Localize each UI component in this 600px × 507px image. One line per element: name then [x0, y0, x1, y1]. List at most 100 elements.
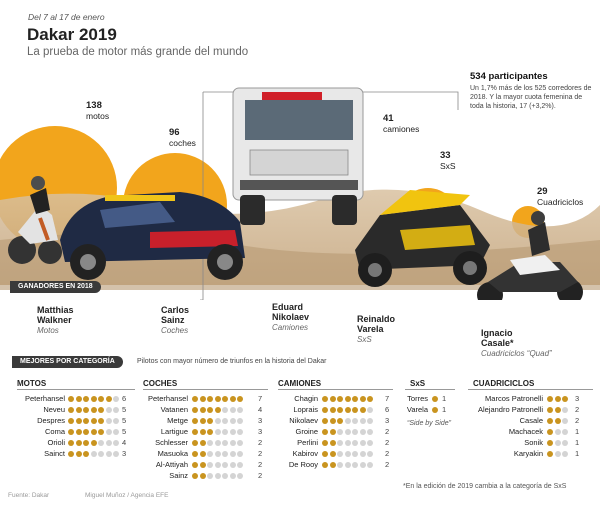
empty-dot: [554, 429, 561, 435]
wins-count: 2: [258, 471, 263, 480]
wins-dots: [432, 396, 438, 402]
truck-graphic: [232, 87, 364, 225]
empty-dot: [105, 407, 112, 413]
win-dot: [229, 396, 236, 402]
wins-count: 1: [442, 394, 447, 403]
empty-dot: [113, 451, 119, 457]
winners-banner: GANADORES EN 2018: [10, 281, 101, 293]
rider-row: Lartigue: [0, 427, 188, 437]
wins-dots: [322, 451, 373, 457]
empty-dot: [359, 418, 366, 424]
empty-dot: [367, 451, 373, 457]
winner-category: Camiones: [272, 323, 309, 332]
rider-name: Metge: [167, 416, 188, 425]
wins-count: 1: [575, 427, 580, 436]
win-dot: [547, 418, 553, 424]
rider-row: Sonik: [0, 438, 543, 448]
empty-dot: [229, 473, 236, 479]
wins-count: 2: [575, 405, 580, 414]
empty-dot: [352, 429, 358, 435]
win-dot: [83, 429, 89, 435]
wins-dots: [192, 451, 243, 457]
rider-name: Orioli: [47, 438, 65, 447]
wins-count: 6: [122, 394, 127, 403]
win-dot: [199, 473, 206, 479]
rider-row: Coma: [0, 427, 65, 437]
wins-dots: [432, 407, 438, 413]
rider-name: Coma: [44, 427, 65, 436]
wins-count: 2: [258, 449, 263, 458]
best-note: Pilotos con mayor número de triunfos en …: [137, 358, 327, 365]
rider-name: Peterhansel: [24, 394, 65, 403]
winner-sxs: Reinaldo Varela SxS: [357, 314, 395, 345]
wins-dots: [547, 440, 568, 446]
win-dot: [83, 451, 89, 457]
wins-count: 2: [385, 460, 390, 469]
win-dot: [337, 396, 343, 402]
winner-name-first: Ignacio: [481, 328, 513, 338]
empty-dot: [90, 451, 97, 457]
empty-dot: [562, 429, 568, 435]
summary-headline: 534 participantes: [470, 71, 548, 82]
win-dot: [322, 418, 328, 424]
win-dot: [199, 451, 206, 457]
wins-count: 2: [385, 449, 390, 458]
wins-dots: [322, 440, 373, 446]
rider-name: Lartigue: [160, 427, 188, 436]
win-dot: [83, 407, 89, 413]
rider-row: Nikolaev: [0, 416, 318, 426]
win-dot: [68, 396, 74, 402]
wins-count: 3: [385, 416, 390, 425]
win-dot: [98, 396, 104, 402]
win-dot: [68, 429, 74, 435]
win-dot: [199, 440, 206, 446]
rider-name: Groine: [295, 427, 318, 436]
empty-dot: [214, 440, 221, 446]
empty-dot: [207, 473, 213, 479]
win-dot: [322, 462, 328, 468]
win-dot: [322, 407, 328, 413]
wins-count: 7: [258, 394, 263, 403]
win-dot: [562, 396, 568, 402]
empty-dot: [562, 418, 568, 424]
empty-dot: [367, 440, 373, 446]
empty-dot: [337, 429, 343, 435]
rider-row: Vatanen: [0, 405, 188, 415]
empty-dot: [207, 451, 213, 457]
winner-camiones: Eduard Nikolaev Camiones: [272, 302, 309, 333]
empty-dot: [344, 451, 351, 457]
category-title: CUADRICICLOS: [473, 379, 535, 388]
winner-category: Motos: [37, 326, 59, 335]
count-cuadriciclos: 29 Cuadriciclos: [537, 186, 583, 208]
winner-name-first: Matthias: [37, 305, 74, 315]
rider-name: Varela: [406, 405, 428, 414]
win-dot: [352, 407, 358, 413]
empty-dot: [214, 451, 221, 457]
empty-dot: [98, 451, 104, 457]
wins-dots: [192, 429, 243, 435]
empty-dot: [359, 429, 366, 435]
win-dot: [83, 440, 89, 446]
empty-dot: [554, 440, 561, 446]
count-coches: 96 coches: [169, 127, 196, 149]
win-dot: [75, 396, 82, 402]
empty-dot: [214, 462, 221, 468]
winner-name-first: Carlos: [161, 305, 190, 315]
wins-dots: [547, 418, 568, 424]
empty-dot: [222, 407, 228, 413]
empty-dot: [222, 462, 228, 468]
win-dot: [75, 418, 82, 424]
rider-row: Machacek: [0, 427, 543, 437]
rider-name: Nikolaev: [289, 416, 318, 425]
empty-dot: [237, 429, 243, 435]
rider-name: Vatanen: [160, 405, 188, 414]
win-dot: [337, 418, 343, 424]
count-cuadriciclos-value: 29: [537, 186, 548, 197]
win-dot: [329, 407, 336, 413]
category-title: MOTOS: [17, 379, 47, 388]
rider-row: Peterhansel: [0, 394, 188, 404]
rider-name: Sainz: [169, 471, 188, 480]
rider-row: Peterhansel: [0, 394, 65, 404]
win-dot: [359, 396, 366, 402]
empty-dot: [237, 451, 243, 457]
